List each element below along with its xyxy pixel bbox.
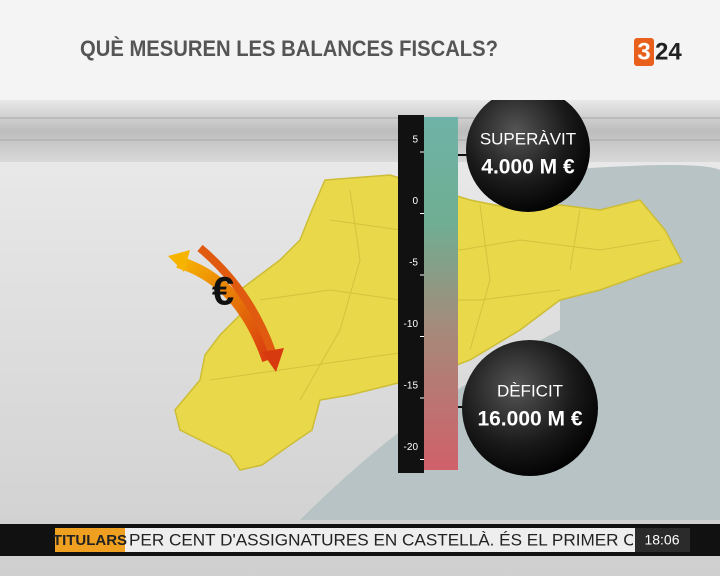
callout-amount: 16.000 M € [477,408,582,431]
map-border [569,209,581,271]
map-border [469,204,491,351]
callout-circle [462,340,598,476]
arrowhead [168,250,190,272]
scale-strip [424,117,458,470]
arrow-in [197,244,276,354]
logo-digit: 3 [637,38,650,65]
euro-symbol: € [212,270,234,314]
ticker-tag: TITULARS [53,532,127,549]
header-band [0,0,720,100]
ticker-headline: PER CENT D'ASSIGNATURES EN CASTELLÀ. ÉS … [129,530,649,549]
map-border [299,189,361,401]
callout-label: DÈFICIT [497,381,563,400]
scale-bar [398,115,424,473]
ticker-time-box [635,528,690,552]
map-border [329,219,661,251]
logo-box [634,38,654,66]
scale-ticks: 5 0 -5 -10 -15 -20 [404,135,424,460]
ticker-tag-box [55,528,125,552]
arrow-out [176,256,274,362]
scale-tick-label: -15 [404,381,419,392]
map-border [209,349,421,381]
ticker-band [55,528,635,552]
ticker-clip: PER CENT D'ASSIGNATURES EN CASTELLÀ. ÉS … [129,530,649,549]
top-band [0,100,720,162]
callout-label: SUPERÀVIT [480,129,576,148]
scale-tick-label: -10 [404,319,419,330]
ticker-time: 18:06 [644,532,679,548]
scale-tick-label: 5 [412,135,418,146]
callout-circle [466,88,590,212]
scale-tick-label: 0 [412,196,418,207]
logo-number: 24 [655,38,682,65]
title: QUÈ MESUREN LES BALANCES FISCALS? [80,36,498,61]
callout-amount: 4.000 M € [481,156,575,179]
band-lines [0,117,720,141]
scale-tick-label: -20 [404,442,419,453]
scale-tick-label: -5 [409,258,418,269]
arrowhead [262,348,284,372]
